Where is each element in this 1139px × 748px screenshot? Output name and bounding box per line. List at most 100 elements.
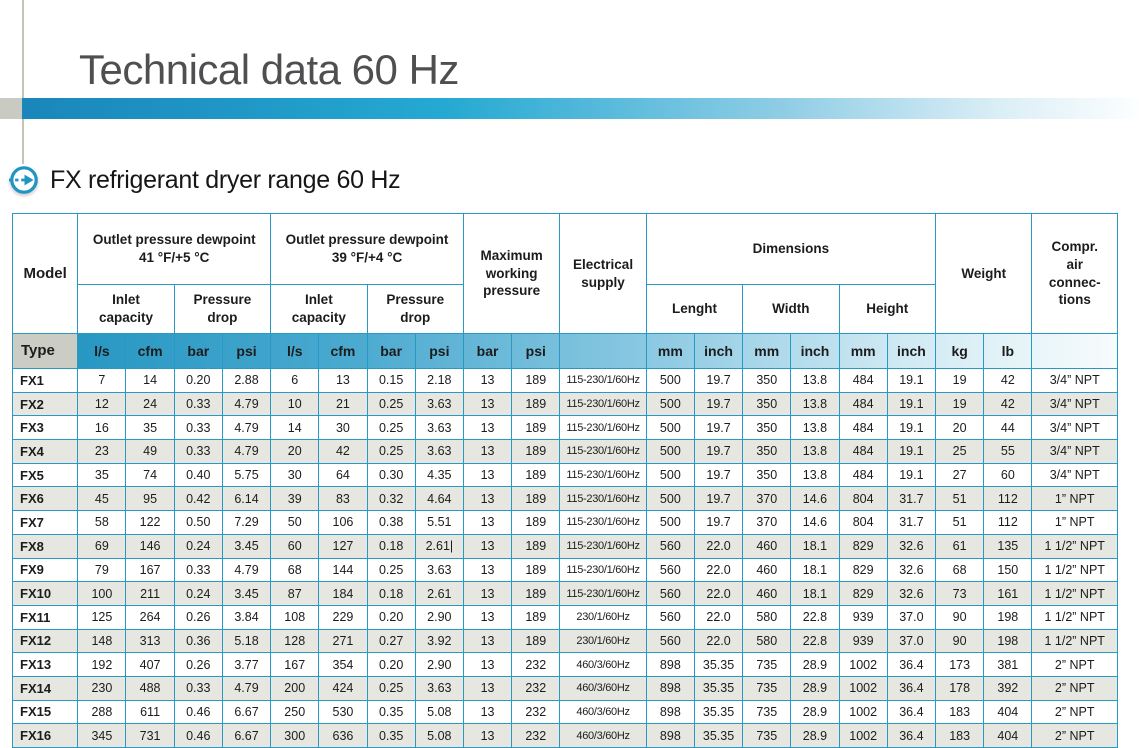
unit-cell <box>559 333 647 369</box>
table-row: FX7 58 122 0.50 7.29 50 106 0.38 5.51 13 189 115-23… <box>11 510 1118 535</box>
data-cell: 112 <box>983 510 1033 535</box>
data-cell: 5.08 <box>414 723 464 748</box>
data-cell: 27 <box>935 462 985 488</box>
data-cell: 0.46 <box>173 699 223 725</box>
data-cell: 0.25 <box>366 675 416 701</box>
data-cell: 0.46 <box>173 723 223 748</box>
data-cell: 14 <box>125 368 175 393</box>
data-cell: 4.35 <box>414 462 464 488</box>
data-cell: 189 <box>511 368 561 393</box>
unit-cell: inch <box>693 333 744 369</box>
data-cell: 22.8 <box>790 628 840 654</box>
data-cell: 939 <box>838 604 888 630</box>
data-cell: 354 <box>318 652 368 677</box>
data-cell: 19 <box>935 368 985 393</box>
data-cell: 36.4 <box>886 675 937 701</box>
data-cell: 229 <box>318 604 368 630</box>
units-type-label: Type <box>11 333 79 369</box>
col-group-dewpoint-39: Outlet pressure dewpoint 39 °F/+4 °C <box>270 213 464 285</box>
data-cell: 19.1 <box>886 415 937 441</box>
data-cell: 13.8 <box>790 462 840 488</box>
unit-cell: l/s <box>77 333 127 369</box>
data-cell: 250 <box>270 699 320 725</box>
data-cell: 2” NPT <box>1031 675 1118 701</box>
data-cell: 42 <box>983 368 1033 393</box>
data-cell: 484 <box>838 368 888 393</box>
data-cell: 178 <box>935 675 985 701</box>
data-cell: 898 <box>645 723 695 748</box>
data-cell: 345 <box>77 723 127 748</box>
col-header-weight: Weight <box>935 213 1033 334</box>
data-cell: 13 <box>462 557 513 583</box>
data-cell: 20 <box>270 439 320 464</box>
unit-cell: mm <box>838 333 888 369</box>
data-cell: 14.6 <box>790 486 840 512</box>
data-cell: 898 <box>645 699 695 725</box>
data-cell: 128 <box>270 628 320 654</box>
data-cell: 230/1/60Hz <box>559 604 647 630</box>
data-cell: 460 <box>742 581 792 606</box>
data-cell: 13 <box>462 581 513 606</box>
model-cell: FX12 <box>11 628 79 654</box>
data-cell: 115-230/1/60Hz <box>559 391 647 417</box>
left-guide-line <box>22 0 24 164</box>
data-cell: 36.4 <box>886 699 937 725</box>
table-row: FX2 12 24 0.33 4.79 10 21 0.25 3.63 13 189 115-230/… <box>11 391 1118 417</box>
data-cell: 35.35 <box>693 723 744 748</box>
data-cell: 731 <box>125 723 175 748</box>
table-row: FX15 288 611 0.46 6.67 250 530 0.35 5.08 13 232 460… <box>11 699 1118 725</box>
data-cell: 392 <box>983 675 1033 701</box>
data-cell: 0.33 <box>173 439 223 464</box>
data-cell: 31.7 <box>886 510 937 535</box>
model-cell: FX6 <box>11 486 79 512</box>
data-cell: 3.63 <box>414 557 464 583</box>
table-row: FX4 23 49 0.33 4.79 20 42 0.25 3.63 13 189 115-230/… <box>11 439 1118 464</box>
data-cell: 30 <box>318 415 368 441</box>
data-cell: 42 <box>983 391 1033 417</box>
data-cell: 189 <box>511 581 561 606</box>
data-cell: 1” NPT <box>1031 486 1118 512</box>
data-cell: 0.24 <box>173 581 223 606</box>
data-cell: 6.67 <box>221 723 272 748</box>
data-cell: 0.38 <box>366 510 416 535</box>
data-cell: 2” NPT <box>1031 699 1118 725</box>
data-cell: 13 <box>462 486 513 512</box>
data-cell: 22.0 <box>693 604 744 630</box>
data-cell: 69 <box>77 533 127 559</box>
data-cell: 13 <box>462 675 513 701</box>
data-cell: 19.7 <box>693 368 744 393</box>
unit-cell: cfm <box>318 333 368 369</box>
data-cell: 79 <box>77 557 127 583</box>
data-cell: 0.25 <box>366 557 416 583</box>
table-row: FX3 16 35 0.33 4.79 14 30 0.25 3.63 13 189 115-230/… <box>11 415 1118 441</box>
data-cell: 407 <box>125 652 175 677</box>
data-cell: 19.7 <box>693 415 744 441</box>
data-cell: 1002 <box>838 723 888 748</box>
model-cell: FX14 <box>11 675 79 701</box>
data-cell: 198 <box>983 628 1033 654</box>
table-row: FX6 45 95 0.42 6.14 39 83 0.32 4.64 13 189 115-230/… <box>11 486 1118 512</box>
data-cell: 21 <box>318 391 368 417</box>
data-cell: 3/4” NPT <box>1031 462 1118 488</box>
data-cell: 500 <box>645 486 695 512</box>
data-cell: 13 <box>462 462 513 488</box>
model-cell: FX5 <box>11 462 79 488</box>
data-cell: 4.79 <box>221 439 272 464</box>
data-cell: 16 <box>77 415 127 441</box>
data-cell: 4.79 <box>221 415 272 441</box>
table-row: FX1 7 14 0.20 2.88 6 13 0.15 2.18 13 189 115-230/1/… <box>11 368 1118 393</box>
data-cell: 19.1 <box>886 368 937 393</box>
col-header-compr-air-connections: Compr. air connec- tions <box>1031 213 1118 334</box>
data-cell: 2” NPT <box>1031 652 1118 677</box>
data-cell: 13.8 <box>790 415 840 441</box>
unit-cell: bar <box>366 333 416 369</box>
data-cell: 0.20 <box>366 652 416 677</box>
col-header-width: Width <box>742 284 840 334</box>
data-cell: 404 <box>983 723 1033 748</box>
data-cell: 19.7 <box>693 486 744 512</box>
data-cell: 232 <box>511 652 561 677</box>
data-cell: 264 <box>125 604 175 630</box>
data-cell: 232 <box>511 699 561 725</box>
data-cell: 5.51 <box>414 510 464 535</box>
data-cell: 13 <box>462 723 513 748</box>
